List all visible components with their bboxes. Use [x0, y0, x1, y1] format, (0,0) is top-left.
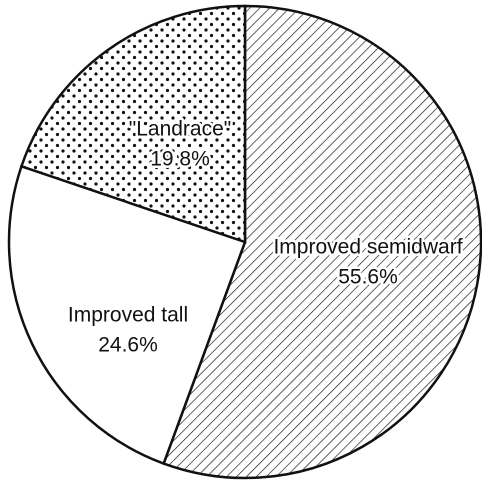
pie-slice — [162, 4, 482, 480]
slice-value-label: 24.6% — [98, 334, 158, 357]
slice-value-label: 19.8% — [150, 148, 210, 171]
pie-slice — [19, 4, 247, 244]
slice-label: "Landrace" — [129, 118, 231, 141]
slice-label: Improved semidwarf — [273, 236, 462, 259]
slice-label: Improved tall — [68, 304, 188, 327]
pie — [7, 4, 482, 480]
pie-slice — [7, 164, 247, 466]
labels: Improved semidwarf 55.6% Improved tall 24.6… — [65, 115, 465, 359]
slice-value-label: 55.6% — [338, 266, 398, 289]
